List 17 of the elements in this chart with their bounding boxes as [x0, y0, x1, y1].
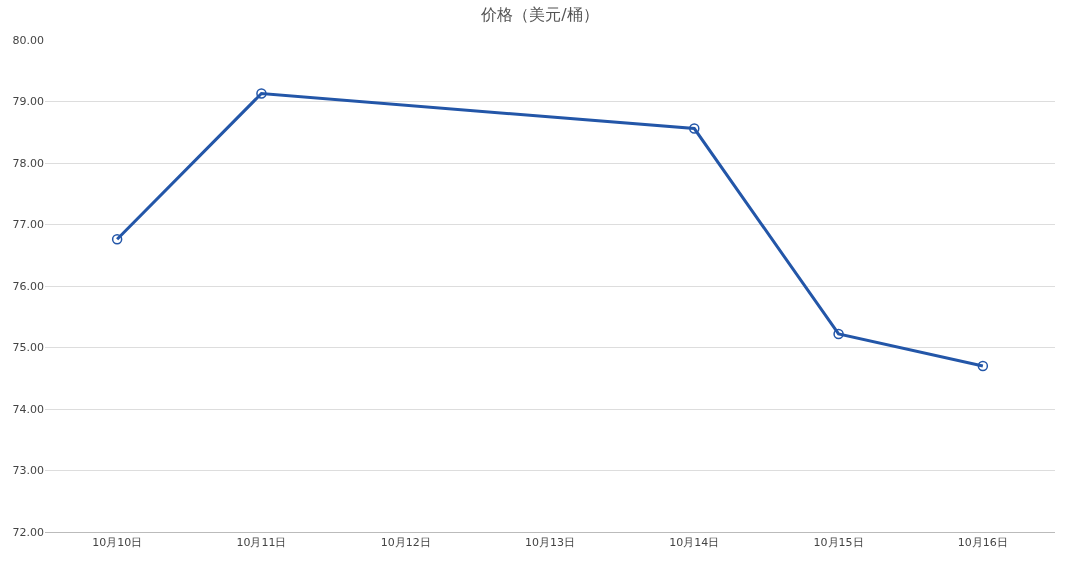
y-tick-label: 78.00 [12, 156, 44, 170]
y-tick-label: 76.00 [12, 279, 44, 293]
x-tick-label: 10月12日 [380, 536, 431, 550]
x-tick-label: 10月15日 [813, 536, 864, 550]
y-tick-label: 79.00 [12, 95, 44, 109]
x-tick-label: 10月11日 [236, 536, 287, 550]
x-tick-label: 10月14日 [669, 536, 720, 550]
chart-title: 价格（美元/桶） [480, 4, 599, 24]
x-tick-label: 10月10日 [92, 536, 143, 550]
y-tick-label: 72.00 [12, 525, 44, 539]
y-tick-label: 75.00 [12, 341, 44, 355]
x-tick-label: 10月16日 [957, 536, 1008, 550]
y-tick-label: 80.00 [12, 33, 44, 47]
y-tick-label: 77.00 [12, 218, 44, 232]
y-tick-label: 74.00 [12, 402, 44, 416]
y-tick-label: 73.00 [12, 464, 44, 478]
x-tick-label: 10月13日 [525, 536, 575, 550]
